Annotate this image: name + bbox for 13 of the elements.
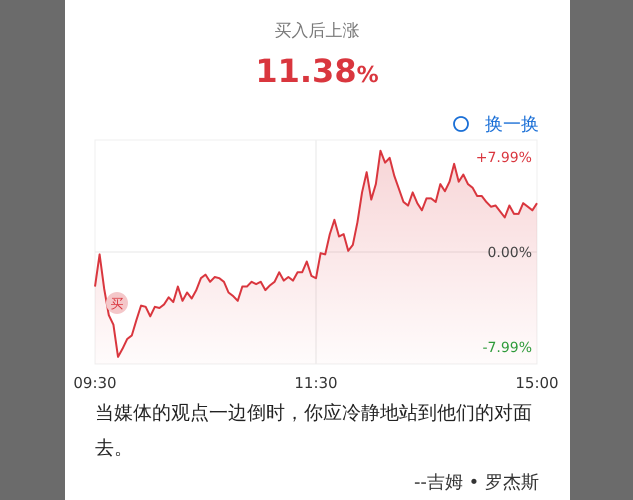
text: --吉姆 • 罗杰斯 (414, 472, 539, 493)
chart-subtitle: 11.38% (255, 52, 379, 90)
y-tick-label: 0.00% (488, 245, 532, 261)
x-tick-label: 15:00 (515, 374, 559, 392)
annotation: 买 (110, 297, 124, 312)
text: 换一换 (485, 114, 539, 135)
line-series (94, 150, 538, 358)
x-tick-label: 09:30 (73, 374, 117, 392)
y-tick-label: +7.99% (476, 150, 532, 166)
text: 当媒体的观点一边倒时，你应冷静地站到他们的对面去。 (95, 401, 533, 461)
chart-title: 买入后上涨 (274, 21, 360, 41)
x-tick-label: 11:30 (294, 374, 338, 392)
y-tick-label: -7.99% (482, 340, 532, 356)
